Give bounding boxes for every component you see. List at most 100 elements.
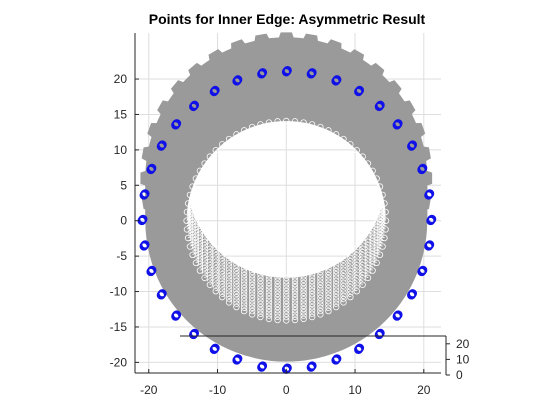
data-point xyxy=(157,140,167,150)
tread-block xyxy=(403,100,416,115)
surface-edge-marker xyxy=(265,299,273,306)
surface-edge-marker xyxy=(291,316,299,324)
surface-edge-marker xyxy=(218,257,226,265)
surface-edge-marker xyxy=(240,284,248,292)
surface-edge-marker xyxy=(248,271,256,279)
surface-edge-marker xyxy=(291,280,299,288)
surface-edge-marker xyxy=(347,287,354,294)
data-point xyxy=(172,310,182,320)
surface-edge-marker xyxy=(233,274,240,281)
surface-edge-marker xyxy=(189,251,196,259)
surface-edge-marker xyxy=(233,300,240,307)
surface-edge-marker xyxy=(359,153,366,160)
surface-edge-marker xyxy=(265,283,273,290)
surface-edge-marker xyxy=(218,254,226,262)
surface-edge-marker xyxy=(257,300,264,308)
surface-edge-marker xyxy=(196,267,204,274)
surface-edge-marker xyxy=(291,300,299,307)
data-point xyxy=(375,328,385,338)
surface-edge-marker xyxy=(300,309,307,316)
surface-edge-marker xyxy=(317,271,324,279)
surface-edge-marker xyxy=(332,267,340,275)
surface-edge-marker xyxy=(257,313,264,321)
surface-edge-marker xyxy=(274,287,281,294)
surface-edge-marker xyxy=(265,273,273,280)
surface-edge-marker xyxy=(332,261,340,268)
x-tick-label: 20 xyxy=(417,383,431,397)
surface-edge-marker xyxy=(248,294,256,302)
surface-edge-marker xyxy=(257,290,264,298)
surface-edge-marker xyxy=(347,257,354,265)
tread-block xyxy=(349,49,365,62)
surface-edge-marker xyxy=(291,274,299,281)
surface-edge-marker xyxy=(325,288,332,295)
surface-edge-marker xyxy=(317,123,324,131)
surface-edge-marker xyxy=(189,183,196,190)
surface-edge-marker xyxy=(300,305,307,313)
surface-edge-marker xyxy=(248,304,256,312)
surface-edge-marker xyxy=(274,316,281,324)
surface-edge-marker xyxy=(240,278,248,285)
surface-edge-marker xyxy=(218,293,226,301)
surface-edge-marker xyxy=(300,279,307,287)
surface-edge-marker xyxy=(353,288,360,295)
surface-edge-marker xyxy=(381,234,388,242)
surface-edge-marker xyxy=(240,294,248,302)
surface-edge-marker xyxy=(317,301,324,308)
surface-edge-marker xyxy=(274,118,281,125)
data-point xyxy=(210,85,220,95)
surface-edge-marker xyxy=(225,273,233,280)
surface-edge-marker xyxy=(274,284,281,291)
surface-edge-marker xyxy=(340,273,347,280)
surface-edge-marker xyxy=(257,271,264,278)
surface-edge-marker xyxy=(240,127,248,134)
data-point xyxy=(332,75,342,84)
surface-edge-marker xyxy=(308,294,316,301)
surface-edge-marker xyxy=(291,290,299,298)
tread-block xyxy=(157,100,170,115)
surface-edge-marker xyxy=(218,141,226,148)
surface-edge-marker xyxy=(225,295,233,303)
surface-edge-marker xyxy=(186,191,194,199)
data-point xyxy=(172,119,182,128)
surface-edge-marker xyxy=(183,217,190,224)
surface-edge-marker xyxy=(325,127,332,134)
surface-edge-marker xyxy=(332,284,340,291)
surface-edge-marker xyxy=(274,313,281,320)
surface-edge-marker xyxy=(265,302,273,310)
tread-block xyxy=(302,33,319,42)
surface-edge-marker xyxy=(257,284,264,291)
surface-edge-marker xyxy=(218,261,226,268)
surface-edge-marker xyxy=(274,297,281,304)
surface-edge-marker xyxy=(283,300,290,308)
surface-edge-marker xyxy=(233,261,240,268)
surface-edge-marker xyxy=(240,298,248,305)
surface-edge-marker xyxy=(225,282,233,290)
surface-edge-marker xyxy=(184,200,192,207)
surface-edge-marker xyxy=(225,279,233,286)
surface-edge-marker xyxy=(233,264,240,272)
data-point xyxy=(307,361,317,371)
surface-edge-marker xyxy=(248,268,256,276)
data-point xyxy=(418,265,428,275)
surface-edge-marker xyxy=(274,307,281,314)
surface-edge-marker xyxy=(218,284,226,291)
surface-edge-marker xyxy=(240,291,248,298)
surface-edge-marker xyxy=(233,267,240,275)
surface-edge-marker xyxy=(233,297,240,304)
surface-edge-marker xyxy=(308,313,316,321)
surface-edge-marker xyxy=(274,274,281,281)
surface-edge-marker xyxy=(300,302,307,310)
surface-edge-marker xyxy=(283,117,290,125)
surface-edge-marker xyxy=(317,304,324,312)
surface-edge-marker xyxy=(240,275,248,282)
surface-edge-marker xyxy=(225,289,233,296)
surface-edge-marker xyxy=(340,289,347,296)
surface-edge-marker xyxy=(332,300,340,307)
data-point xyxy=(393,310,403,320)
surface-edge-marker xyxy=(233,280,240,288)
surface-edge-marker xyxy=(308,281,316,288)
surface-edge-marker xyxy=(325,304,332,312)
tread-block xyxy=(326,39,342,50)
